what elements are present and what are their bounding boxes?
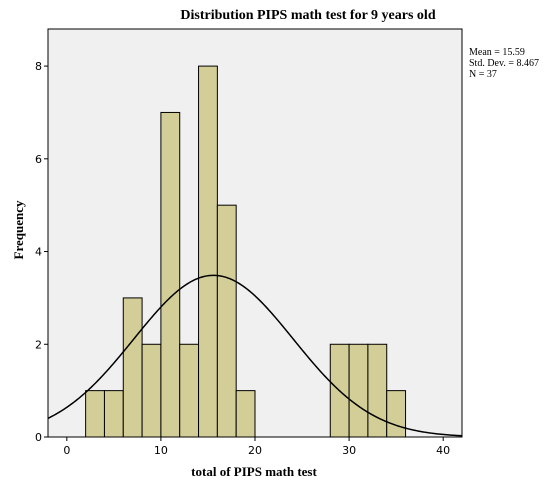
y-tick-label-2: 4 bbox=[35, 246, 42, 259]
histogram-bar-10 bbox=[348, 343, 369, 438]
histogram-bar-1 bbox=[103, 390, 124, 438]
stats-std-dev: Std. Dev. = 8.467 bbox=[469, 58, 539, 69]
x-tick-label-3: 30 bbox=[342, 444, 356, 457]
bars-group bbox=[85, 65, 407, 438]
x-tick-label-1: 10 bbox=[154, 444, 168, 457]
y-tick-label-0: 0 bbox=[35, 431, 42, 444]
x-tick-label-0: 0 bbox=[63, 444, 70, 457]
x-tick-label-4: 40 bbox=[436, 444, 450, 457]
x-tick-label-2: 20 bbox=[248, 444, 262, 457]
y-tick-label-1: 2 bbox=[35, 338, 42, 351]
histogram-bar-8 bbox=[235, 390, 256, 438]
stats-mean: Mean = 15.59 bbox=[469, 47, 525, 58]
histogram-bar-6 bbox=[198, 65, 218, 438]
histogram-bar-2 bbox=[122, 297, 143, 438]
x-axis: 0 10 20 30 40 bbox=[63, 437, 450, 457]
normal-curve bbox=[47, 274, 463, 437]
chart-title: Distribution PIPS math test for 9 years … bbox=[180, 8, 435, 23]
histogram-bar-12 bbox=[386, 390, 407, 438]
y-tick-label-3: 6 bbox=[35, 153, 42, 166]
y-axis: 0 2 4 6 8 bbox=[35, 60, 48, 444]
x-axis-label: total of PIPS math test bbox=[191, 464, 317, 479]
histogram-bar-11 bbox=[367, 343, 388, 438]
histogram-bar-7 bbox=[216, 204, 237, 438]
stats-box: Mean = 15.59 Std. Dev. = 8.467 N = 37 bbox=[469, 47, 539, 80]
y-axis-label: Frequency bbox=[11, 200, 26, 259]
histogram-bar-4 bbox=[160, 111, 181, 438]
histogram-bar-5 bbox=[179, 343, 200, 438]
stats-n: N = 37 bbox=[469, 69, 497, 80]
y-tick-label-4: 8 bbox=[35, 60, 42, 73]
histogram-bar-3 bbox=[141, 343, 162, 438]
histogram-bar-0 bbox=[85, 390, 105, 438]
plot-area bbox=[47, 28, 463, 438]
